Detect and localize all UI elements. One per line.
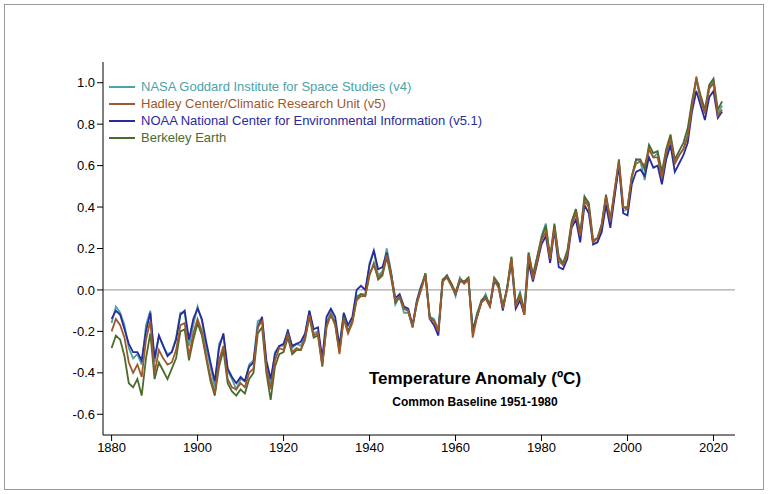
svg-text:0.6: 0.6	[77, 158, 95, 173]
svg-text:-0.4: -0.4	[73, 365, 95, 380]
svg-text:0.8: 0.8	[77, 117, 95, 132]
svg-text:1.0: 1.0	[77, 75, 95, 90]
svg-text:1960: 1960	[441, 440, 470, 455]
svg-text:1880: 1880	[97, 440, 126, 455]
html-text:Common Baseline 1951-1980: Common Baseline 1951-1980	[392, 395, 558, 409]
html-text:Temperature Anomaly (ºC): Temperature Anomaly (ºC)	[368, 369, 582, 388]
html-text:Hadley Center/Climatic Researc: Hadley Center/Climatic Research Unit (v5…	[141, 96, 386, 111]
svg-text:1940: 1940	[355, 440, 384, 455]
html-text:NOAA National Center for Envir: NOAA National Center for Environmental I…	[141, 113, 482, 128]
svg-text:1920: 1920	[269, 440, 298, 455]
svg-text:0.4: 0.4	[77, 200, 95, 215]
html-text:NASA Goddard Institute for Spa: NASA Goddard Institute for Space Studies…	[141, 79, 412, 94]
svg-text:1900: 1900	[183, 440, 212, 455]
svg-text:-0.2: -0.2	[73, 324, 95, 339]
svg-text:1980: 1980	[527, 440, 556, 455]
svg-text:2020: 2020	[699, 440, 728, 455]
html-text:Berkeley Earth: Berkeley Earth	[141, 130, 227, 145]
svg-text:-0.6: -0.6	[73, 407, 95, 422]
svg-text:2000: 2000	[613, 440, 642, 455]
svg-text:0.0: 0.0	[77, 283, 95, 298]
svg-text:0.2: 0.2	[77, 241, 95, 256]
